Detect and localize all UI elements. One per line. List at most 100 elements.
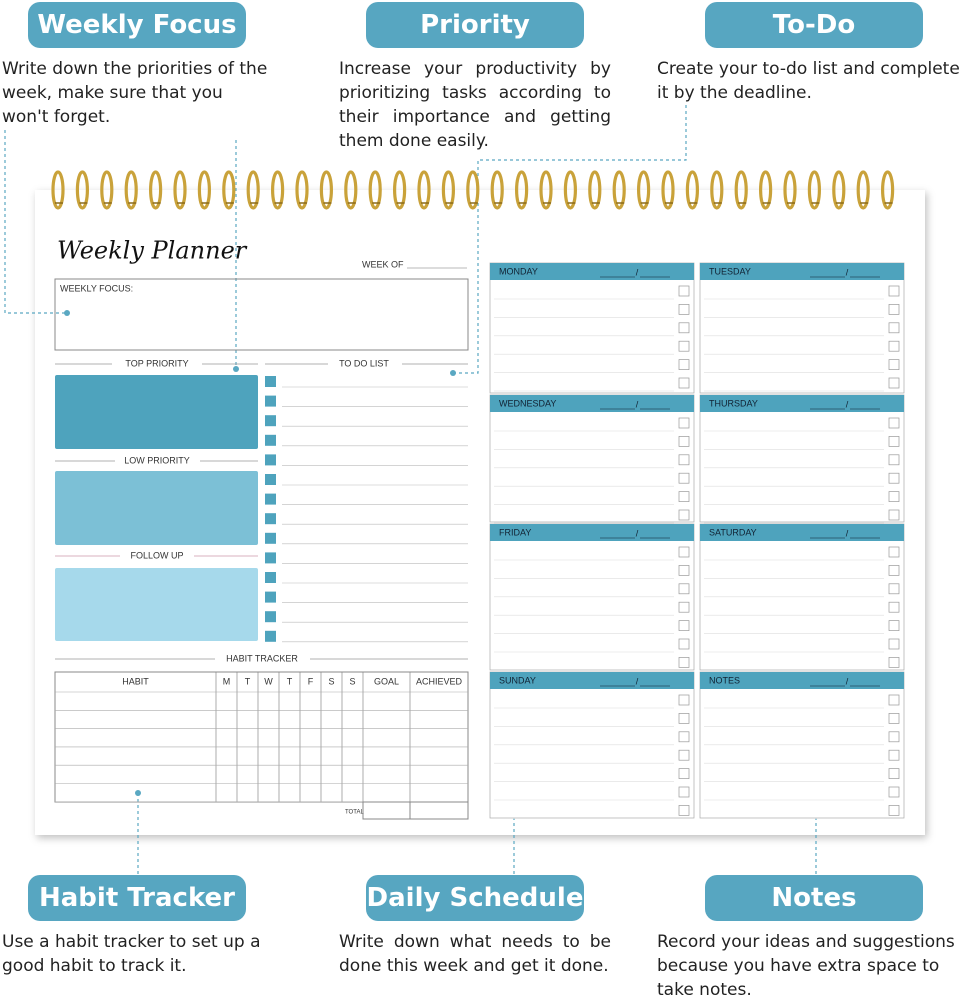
checkbox <box>678 491 690 502</box>
day-box <box>489 394 695 523</box>
callout-text: Write down the priorities of the week, m… <box>2 59 268 127</box>
ring <box>344 170 358 210</box>
callout-text: Create your to-do list and complete it b… <box>657 59 960 103</box>
date-separator: / <box>636 399 639 409</box>
habit-column: HABIT <box>122 676 149 686</box>
day-header <box>700 672 904 689</box>
checkbox <box>678 694 690 706</box>
ring <box>612 170 626 210</box>
ring <box>661 170 675 210</box>
checkbox <box>678 340 690 352</box>
date-separator: / <box>846 528 849 538</box>
section-label: FOLLOW UP <box>130 550 183 560</box>
ring <box>880 170 895 210</box>
day-name: SUNDAY <box>499 675 536 685</box>
top-priority-box <box>55 375 258 449</box>
checkbox <box>678 749 690 761</box>
checkbox <box>888 565 900 576</box>
day-header <box>490 263 694 280</box>
focus-box <box>54 278 469 351</box>
todo-box <box>265 611 276 623</box>
week-of: WEEK OF <box>362 259 404 269</box>
day-name: NOTES <box>709 675 740 685</box>
ring <box>758 170 773 210</box>
checkbox <box>888 694 900 706</box>
checkbox <box>888 322 900 334</box>
todo-box <box>265 434 276 446</box>
todo-box <box>265 513 276 525</box>
checkbox <box>888 546 900 558</box>
todo-box <box>265 591 276 603</box>
checkbox <box>888 731 900 743</box>
day-header <box>490 524 694 541</box>
ring <box>636 170 651 210</box>
day-box <box>699 394 905 523</box>
checkbox <box>678 638 690 650</box>
day-header <box>700 263 904 280</box>
callout-text: Write down what needs to be done this we… <box>339 932 611 976</box>
todo-box <box>265 415 276 427</box>
date-separator: / <box>846 676 849 686</box>
todo-box <box>265 376 276 387</box>
ring <box>807 170 822 210</box>
total-label: TOTAL <box>345 810 364 816</box>
checkbox <box>888 749 900 761</box>
checkbox <box>888 285 900 297</box>
checkbox <box>678 509 690 521</box>
todo-box <box>265 630 276 642</box>
date-separator: / <box>636 267 639 277</box>
ring <box>368 170 382 210</box>
callout-title: Habit Tracker <box>28 875 246 921</box>
checkbox <box>888 359 900 370</box>
ring <box>319 170 333 210</box>
callout-title: Daily Schedule <box>366 875 584 921</box>
day-header <box>700 395 904 412</box>
ring <box>173 170 187 210</box>
ring <box>197 170 211 210</box>
checkbox <box>888 620 900 631</box>
ring <box>295 170 309 210</box>
checkbox <box>678 377 690 389</box>
todo-box <box>265 395 276 407</box>
checkbox <box>678 454 690 466</box>
ring <box>100 170 114 210</box>
checkbox <box>888 638 900 650</box>
ring <box>685 170 700 210</box>
todo-box <box>265 572 276 583</box>
ring <box>271 170 285 210</box>
follow-up-box <box>55 568 258 641</box>
habit-column: GOAL <box>374 676 399 686</box>
day-name: WEDNESDAY <box>499 398 556 408</box>
habit-column: S <box>349 676 355 686</box>
checkbox <box>678 472 690 484</box>
checkbox <box>888 340 900 352</box>
ring <box>734 170 748 210</box>
day-name: TUESDAY <box>709 266 751 276</box>
planner-title: Weekly Planner <box>57 237 248 265</box>
todo-box <box>265 493 276 505</box>
day-box <box>699 262 905 394</box>
todo-box <box>265 532 276 544</box>
checkbox <box>888 768 900 779</box>
callout-text: Increase your productivity by prioritizi… <box>339 59 611 151</box>
day-name: MONDAY <box>499 266 538 276</box>
callout-text: Record your ideas and suggestions becaus… <box>657 932 955 1000</box>
checkbox <box>678 805 690 816</box>
ring <box>222 170 236 210</box>
checkbox <box>888 472 900 484</box>
checkbox <box>888 601 900 613</box>
habit-column: T <box>245 676 251 686</box>
low-priority-box <box>55 471 258 545</box>
checkbox <box>888 657 900 668</box>
ring <box>75 170 90 210</box>
date-separator: / <box>636 528 639 538</box>
checkbox <box>888 509 900 521</box>
section-label: LOW PRIORITY <box>124 455 190 465</box>
checkbox <box>888 786 900 798</box>
section-label: TO DO LIST <box>339 358 389 368</box>
ring <box>856 170 870 210</box>
callout-title: Weekly Focus <box>28 2 246 48</box>
ring <box>393 170 407 210</box>
